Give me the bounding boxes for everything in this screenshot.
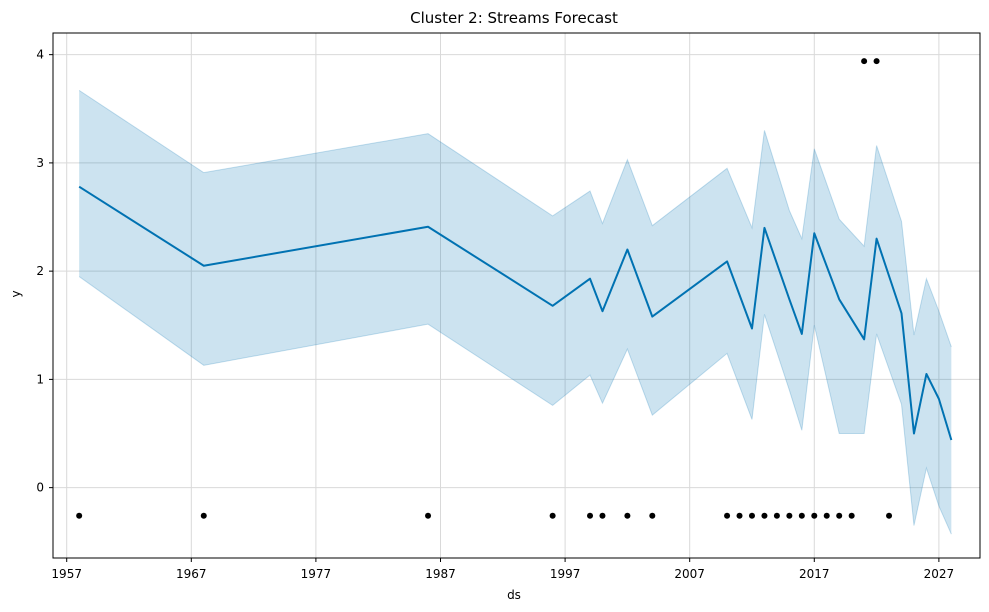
x-tick-label: 1957 xyxy=(51,567,82,581)
y-tick-label: 2 xyxy=(36,264,44,278)
observed-point xyxy=(773,512,780,519)
y-axis-ticks: 0 1 2 3 4 xyxy=(36,48,53,495)
x-tick-label: 1987 xyxy=(425,567,456,581)
grid xyxy=(53,33,980,558)
x-tick-label: 2027 xyxy=(924,567,955,581)
x-axis-ticks: 1957 1967 1977 1987 1997 2007 2017 2027 xyxy=(51,558,954,581)
observed-point xyxy=(599,512,606,519)
observed-point xyxy=(873,58,880,65)
observed-point xyxy=(798,512,805,519)
observed-point xyxy=(649,512,656,519)
observed-point xyxy=(823,512,830,519)
forecast-line xyxy=(78,185,953,441)
y-tick-label: 3 xyxy=(36,156,44,170)
observed-point xyxy=(786,512,793,519)
x-tick-label: 1967 xyxy=(176,567,207,581)
uncertainty-band-upper-edge xyxy=(78,89,952,348)
observed-point xyxy=(724,512,731,519)
x-tick-label: 1977 xyxy=(301,567,332,581)
observed-point xyxy=(748,512,755,519)
uncertainty-band-lower-edge xyxy=(78,276,952,535)
x-tick-label: 1997 xyxy=(550,567,581,581)
y-tick-label: 0 xyxy=(36,481,44,495)
y-tick-label: 1 xyxy=(36,372,44,386)
observed-point xyxy=(200,512,207,519)
observed-point xyxy=(861,58,868,65)
observed-point xyxy=(549,512,556,519)
y-axis-title: y xyxy=(9,290,23,297)
observed-point xyxy=(425,512,432,519)
observed-point xyxy=(886,512,893,519)
observed-points xyxy=(76,58,893,519)
x-tick-label: 2007 xyxy=(674,567,705,581)
observed-point xyxy=(848,512,855,519)
x-axis-title: ds xyxy=(507,588,521,602)
chart-title: Cluster 2: Streams Forecast xyxy=(410,9,618,27)
uncertainty-band xyxy=(79,90,952,535)
x-tick-label: 2017 xyxy=(799,567,830,581)
observed-point xyxy=(624,512,631,519)
y-tick-label: 4 xyxy=(36,48,44,62)
observed-point xyxy=(736,512,743,519)
observed-point xyxy=(76,512,83,519)
plot-frame xyxy=(52,32,981,559)
observed-point xyxy=(836,512,843,519)
observed-point xyxy=(587,512,594,519)
observed-point xyxy=(811,512,818,519)
observed-point xyxy=(761,512,768,519)
